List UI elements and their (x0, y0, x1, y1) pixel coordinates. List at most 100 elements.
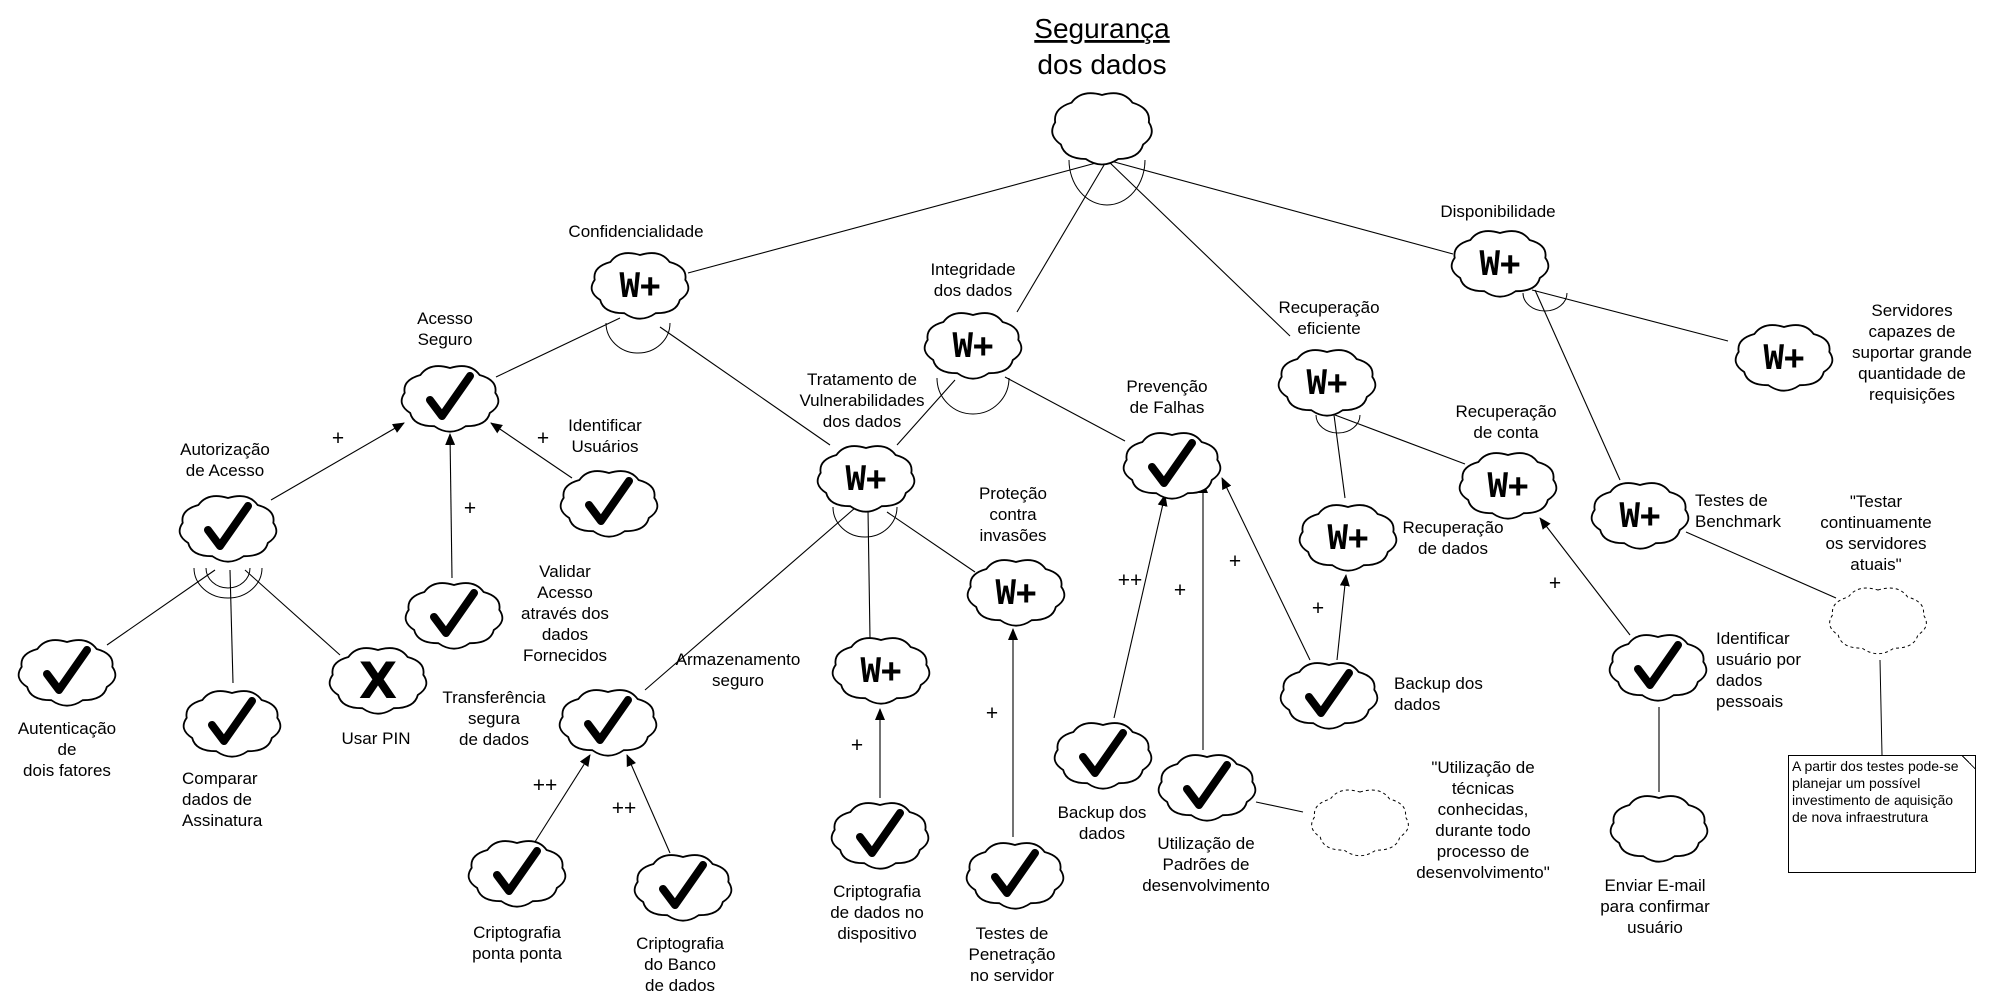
edge-criptpp-to-transf (532, 754, 591, 846)
contribution-label: + (1174, 579, 1186, 602)
label-disp: Disponibilidade (1440, 202, 1555, 221)
edge-recconta-to-receff (1334, 414, 1466, 465)
label-servid: Servidores capazes de suportar grande quant… (1852, 301, 1972, 404)
softgoal-cloud-icon (923, 312, 1023, 380)
label-armaz: Armazenamento seguro (676, 650, 801, 690)
weak-positive-icon: W+ (1488, 466, 1529, 506)
contribution-label: + (1229, 550, 1241, 573)
satisficed-check-icon (585, 477, 633, 525)
satisficed-check-icon (659, 861, 707, 909)
softgoal-cloud-icon (1590, 482, 1690, 550)
softgoal-autent (17, 639, 117, 707)
softgoal-cloud-icon (1051, 92, 1153, 166)
weak-positive-icon: W+ (996, 573, 1037, 613)
weak-positive-icon: W+ (1480, 244, 1521, 284)
satisficed-check-icon (430, 589, 478, 637)
weak-positive-icon: W+ (1620, 496, 1661, 536)
label-criptdisp: Criptografia de dados no dispositivo (830, 882, 924, 943)
contribution-label: ++ (533, 774, 558, 797)
label-tratvul: Tratamento de Vulnerabilidades dos dados (799, 370, 924, 431)
softgoal-acesso (400, 365, 500, 433)
contribution-label: + (986, 702, 998, 725)
edge-protec-to-tratvul (886, 511, 976, 573)
softgoal-protec: W+ (966, 559, 1066, 627)
and-decomposition-arc (205, 567, 251, 589)
label-testbench: Testes de Benchmark (1695, 491, 1781, 531)
edge-autoriz-to-acesso (270, 422, 405, 501)
softgoal-cloud-icon (831, 637, 931, 705)
note-text: A partir dos testes pode-se planejar um … (1792, 758, 1959, 825)
note-connector (1879, 659, 1883, 756)
claim-cloud-icon (1311, 789, 1409, 857)
edge-testbench-to-disp (1534, 289, 1621, 481)
softgoal-prevf (1122, 432, 1222, 500)
label-receff: Recuperação eficiente (1278, 298, 1379, 338)
edge-backup1-to-prevf (1113, 494, 1168, 719)
and-decomposition-arc (193, 567, 263, 599)
label-identif: Identificar Usuários (568, 416, 642, 456)
weak-positive-icon: W+ (1328, 518, 1369, 558)
label-protec: Proteção contra invasões (979, 484, 1047, 545)
softgoal-servid: W+ (1734, 324, 1834, 392)
and-decomposition-arc (605, 322, 671, 354)
edge-validar-to-acesso (445, 433, 456, 579)
contribution-label: + (332, 427, 344, 450)
contribution-label: + (1312, 597, 1324, 620)
weak-positive-icon: W+ (1307, 363, 1348, 403)
label-acesso: Acesso Seguro (417, 309, 473, 349)
satisficed-check-icon (204, 502, 252, 550)
edge-pin-to-autoriz (244, 569, 341, 656)
edge-identpess-to-recconta (1539, 517, 1631, 636)
softgoal-testbench: W+ (1590, 482, 1690, 550)
label-validar: Validar Acesso através dos dados Fornecidos (521, 562, 609, 665)
diagram-subtitle: dos dados (1037, 49, 1166, 80)
weak-positive-icon: W+ (846, 459, 887, 499)
note-fold-corner (1962, 756, 1975, 769)
label-pin: Usar PIN (342, 729, 411, 748)
label-identpess: Identificar usuário por dados pessoais (1716, 629, 1801, 711)
edge-prevf-to-integ (1004, 376, 1126, 442)
weak-positive-icon: W+ (953, 326, 994, 366)
satisficed-check-icon (1183, 761, 1231, 809)
softgoal-criptdisp (830, 802, 930, 870)
label-recdados: Recuperação de dados (1402, 518, 1503, 558)
label-backup1: Backup dos dados (1058, 803, 1147, 843)
softgoal-autoriz (178, 495, 278, 563)
label-criptpp: Criptografia ponta ponta (472, 923, 562, 963)
contribution-label: + (851, 734, 863, 757)
softgoal-criptpp (467, 840, 567, 908)
and-decomposition-arc (1522, 292, 1568, 312)
edge-autent-to-autoriz (106, 569, 216, 646)
softgoal-receff: W+ (1277, 349, 1377, 417)
label-autoriz: Autorização de Acesso (180, 440, 270, 480)
edges: +++++++++++ ++++ (106, 159, 1883, 854)
edge-backup2-to-prevf (1221, 477, 1311, 661)
softgoal-disp: W+ (1450, 230, 1550, 298)
nodes: W+ W+ W+ W+ X W+ W+ W+ W+ W+ W+ W+ (17, 92, 1927, 922)
satisficed-check-icon (208, 697, 256, 745)
contribution-label: + (464, 497, 476, 520)
softgoal-tratvul: W+ (816, 445, 916, 513)
softgoal-conf: W+ (590, 252, 690, 320)
label-claimtest: "Testar continuamente os servidores atuais" (1820, 492, 1932, 574)
edge-integ-to-root (1016, 159, 1108, 313)
softgoal-utilpad (1157, 754, 1257, 822)
softgoal-cloud-icon (590, 252, 690, 320)
label-transf: Transferência segura de dados (442, 688, 546, 749)
softgoal-email (1609, 795, 1709, 863)
edge-disp-to-root (1106, 159, 1454, 255)
edge-servid-to-disp (1531, 289, 1729, 342)
edge-comparar-to-autoriz (229, 569, 234, 684)
note-box: A partir dos testes pode-se planejar um … (1788, 755, 1976, 873)
softgoal-armaz: W+ (831, 637, 931, 705)
satisficed-check-icon (426, 372, 474, 420)
softgoal-recdados: W+ (1298, 504, 1398, 572)
softgoal-integ: W+ (923, 312, 1023, 380)
satisficed-check-icon (1079, 729, 1127, 777)
softgoal-comparar (182, 690, 282, 758)
label-comparar: Comparar dados de Assinatura (182, 769, 263, 830)
softgoal-backup1 (1053, 722, 1153, 790)
edge-tratvul-to-integ (896, 379, 956, 446)
